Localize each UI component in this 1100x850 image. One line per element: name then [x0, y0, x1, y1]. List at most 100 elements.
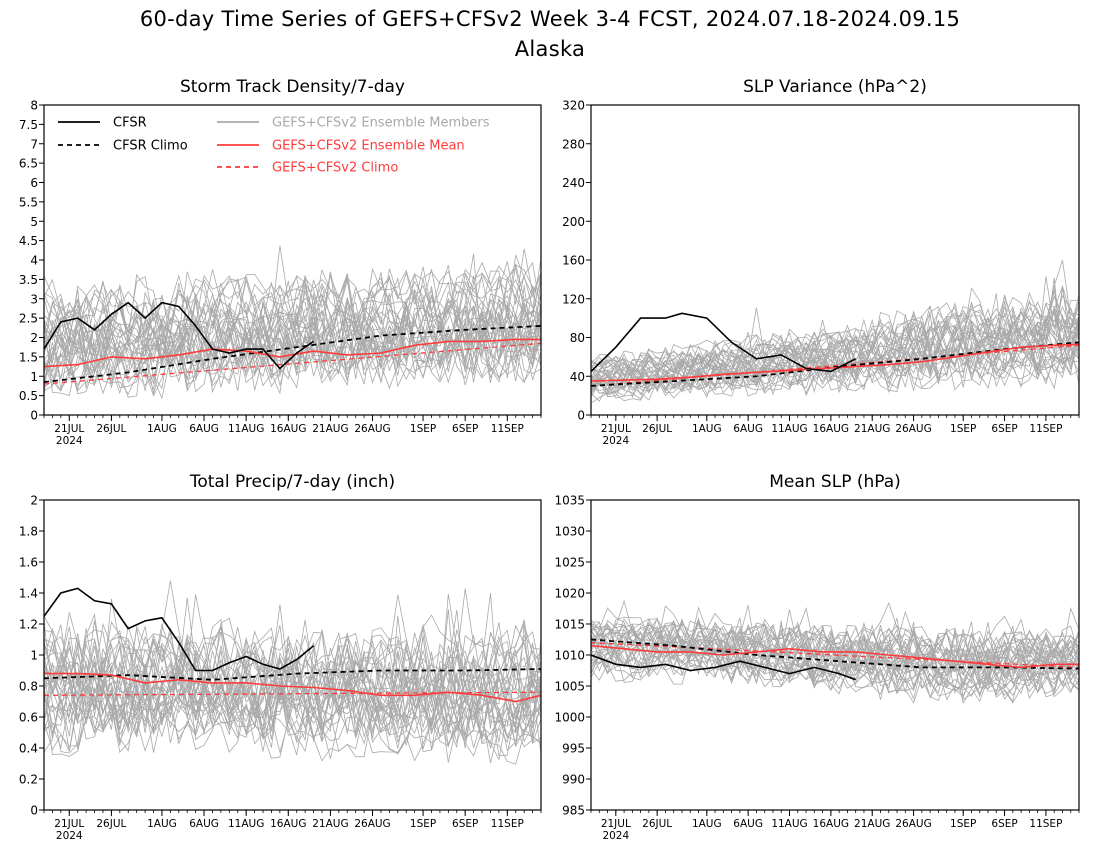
chart-title: Total Precip/7-day (inch)	[189, 472, 395, 492]
y-tick-label: 1025	[554, 556, 585, 570]
series-line-cfsr	[43, 301, 315, 370]
ensemble-member-line	[590, 631, 1080, 681]
x-tick-label: 16AUG	[270, 423, 306, 435]
ensemble-member-line	[43, 665, 542, 740]
ensemble-member-line	[43, 598, 542, 710]
series-line-gefs-cfsv2-ensemble-mean	[590, 644, 1079, 669]
ensemble-member-line	[43, 636, 542, 728]
x-tick-label: 26AUG	[895, 423, 931, 435]
x-year-label: 2024	[602, 830, 629, 842]
y-tick-label: 120	[562, 292, 585, 306]
legend-cfsr-label: CFSR	[113, 116, 147, 131]
ensemble-member-line	[590, 322, 1080, 392]
ensemble-member-line	[43, 580, 542, 699]
y-tick-label: 2	[30, 494, 38, 508]
x-tick-label: 21JUL	[601, 423, 631, 435]
ensemble-member-line	[43, 261, 542, 333]
x-tick-label: 1AUG	[147, 818, 177, 830]
x-tick-label: 21AUG	[312, 423, 348, 435]
ensemble-member-line	[43, 610, 542, 703]
series-line-cfsr-climo	[43, 668, 542, 681]
y-tick-label: 1.6	[19, 556, 38, 570]
x-tick-label: 6AUG	[189, 423, 219, 435]
series-line-cfsr	[590, 654, 856, 681]
x-tick-label: 16AUG	[813, 818, 849, 830]
x-tick-label: 11SEP	[1029, 423, 1062, 435]
ensemble-member-line	[590, 287, 1080, 371]
legend-cfsr-climo-label: CFSR Climo	[113, 139, 188, 154]
y-tick-label: 0.6	[19, 711, 38, 725]
y-tick-label: 1020	[554, 587, 585, 601]
y-tick-label: 0	[577, 409, 585, 423]
series-line-cfsr	[43, 587, 315, 672]
x-tick-label: 21JUL	[601, 818, 631, 830]
chart-panel-4: Mean SLP (hPa) 985 990 995 1000 1005 1010 1015 1…	[554, 472, 1080, 842]
y-tick-label: 8	[30, 99, 38, 113]
x-tick-label: 6SEP	[991, 423, 1017, 435]
y-tick-label: 5.5	[19, 195, 38, 209]
x-year-label: 2024	[56, 830, 83, 842]
y-tick-label: 40	[570, 370, 585, 384]
ensemble-member-line	[590, 640, 1080, 694]
ensemble-member-line	[43, 660, 542, 764]
y-tick-label: 0.8	[19, 680, 38, 694]
y-tick-label: 1.2	[19, 618, 38, 632]
y-tick-label: 320	[562, 99, 585, 113]
x-tick-label: 16AUG	[270, 818, 306, 830]
chart-title: Mean SLP (hPa)	[769, 472, 901, 492]
x-tick-label: 1SEP	[950, 423, 976, 435]
y-tick-label: 0.4	[19, 742, 38, 756]
ensemble-member-line	[43, 654, 542, 754]
x-tick-label: 1AUG	[692, 818, 722, 830]
y-tick-label: 3.5	[19, 273, 38, 287]
y-tick-label: 1	[30, 370, 38, 384]
series-line-gefs-cfsv2-climo	[590, 344, 1080, 387]
ensemble-member-line	[590, 621, 1080, 673]
y-tick-label: 985	[562, 804, 585, 818]
ensemble-member-line	[43, 663, 542, 765]
chart-panel-3: Total Precip/7-day (inch)00.20.40.60.811…	[19, 472, 542, 842]
x-tick-label: 26JUL	[96, 818, 126, 830]
ensemble-member-line	[43, 300, 542, 387]
legend-ens-climo-label: GEFS+CFSv2 Climo	[272, 161, 398, 176]
x-year-label: 2024	[56, 435, 83, 447]
ensemble-member-line	[590, 294, 1080, 375]
x-tick-label: 11AUG	[771, 423, 807, 435]
y-tick-label: 4	[30, 254, 38, 268]
x-tick-label: 1SEP	[410, 423, 436, 435]
y-tick-label: 5	[30, 215, 38, 229]
y-tick-label: 1000	[554, 711, 585, 725]
ensemble-member-line	[590, 605, 1080, 667]
title-line-2: Alaska	[514, 37, 586, 61]
ensemble-member-line	[590, 645, 1080, 689]
legend-members-label: GEFS+CFSv2 Ensemble Members	[272, 116, 490, 131]
y-tick-label: 1010	[554, 649, 585, 663]
ensemble-member-line	[590, 321, 1080, 390]
series-line-cfsr-climo	[43, 325, 542, 383]
x-tick-label: 11AUG	[228, 423, 264, 435]
x-tick-label: 6SEP	[452, 818, 478, 830]
y-tick-label: 1005	[554, 680, 585, 694]
y-tick-label: 1035	[554, 494, 585, 508]
ensemble-member-line	[590, 617, 1080, 685]
y-tick-label: 200	[562, 215, 585, 229]
y-tick-label: 2	[30, 331, 38, 345]
y-tick-label: 1.4	[19, 587, 38, 601]
y-tick-label: 990	[562, 773, 585, 787]
legend-ens-mean-label: GEFS+CFSv2 Ensemble Mean	[272, 139, 465, 154]
ensemble-member-line	[43, 653, 542, 731]
x-year-label: 2024	[602, 435, 629, 447]
x-tick-label: 26AUG	[354, 818, 390, 830]
y-tick-label: 0	[30, 409, 38, 423]
x-tick-label: 11AUG	[771, 818, 807, 830]
y-tick-label: 6	[30, 176, 38, 190]
x-tick-label: 26AUG	[354, 423, 390, 435]
legend: CFSR CFSR Climo GEFS+CFSv2 Ensemble Member…	[58, 116, 490, 176]
chart-title: Storm Track Density/7-day	[180, 77, 405, 97]
x-tick-label: 11AUG	[228, 818, 264, 830]
x-tick-label: 21JUL	[54, 818, 84, 830]
ensemble-member-line	[43, 287, 542, 366]
x-tick-label: 11SEP	[1029, 818, 1062, 830]
y-tick-label: 6.5	[19, 157, 38, 171]
